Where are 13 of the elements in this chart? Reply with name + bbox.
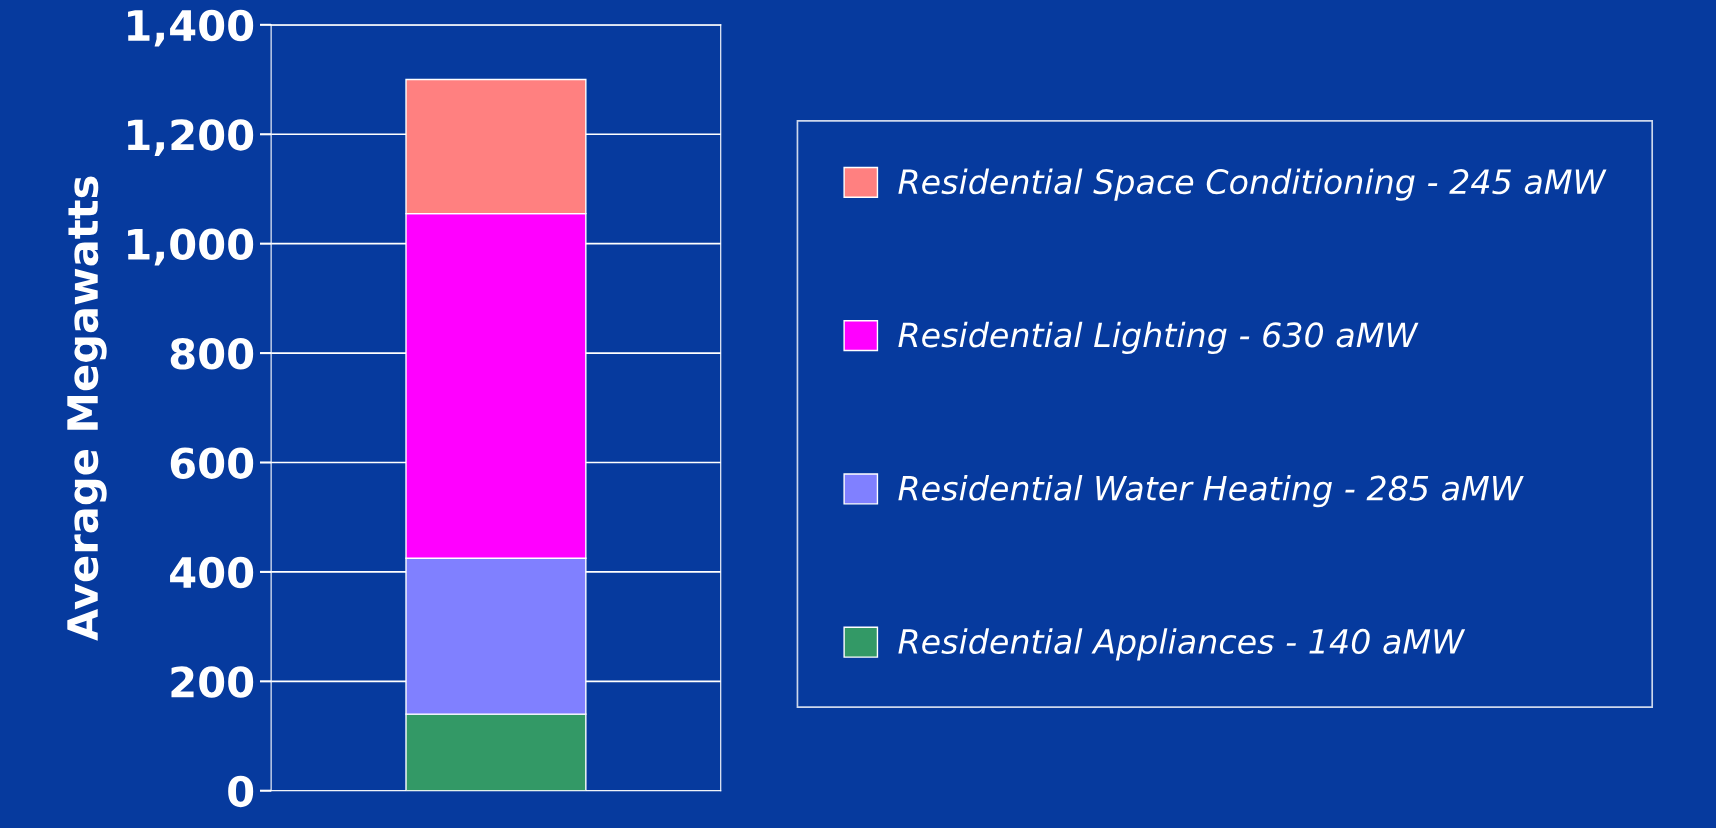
y-tick-label: 400 (170, 556, 254, 589)
y-tick-label: 600 (170, 447, 254, 479)
y-tick-label: 0 (228, 775, 254, 808)
y-axis-title: Average Megawatts (67, 176, 107, 641)
y-tick-label: 1,400 (128, 9, 254, 47)
legend-label: Residential Lighting - 630 aMW (898, 321, 1419, 354)
y-tick-label: 1,200 (128, 119, 254, 156)
legend-label: Residential Appliances - 140 aMW (898, 628, 1466, 661)
legend-label: Residential Space Conditioning - 245 aMW (898, 168, 1607, 201)
y-tick-label: 1,000 (128, 228, 254, 266)
y-tick-label: 800 (170, 337, 254, 370)
legend-label: Residential Water Heating - 285 aMW (898, 475, 1524, 508)
y-tick-label: 200 (171, 666, 254, 698)
